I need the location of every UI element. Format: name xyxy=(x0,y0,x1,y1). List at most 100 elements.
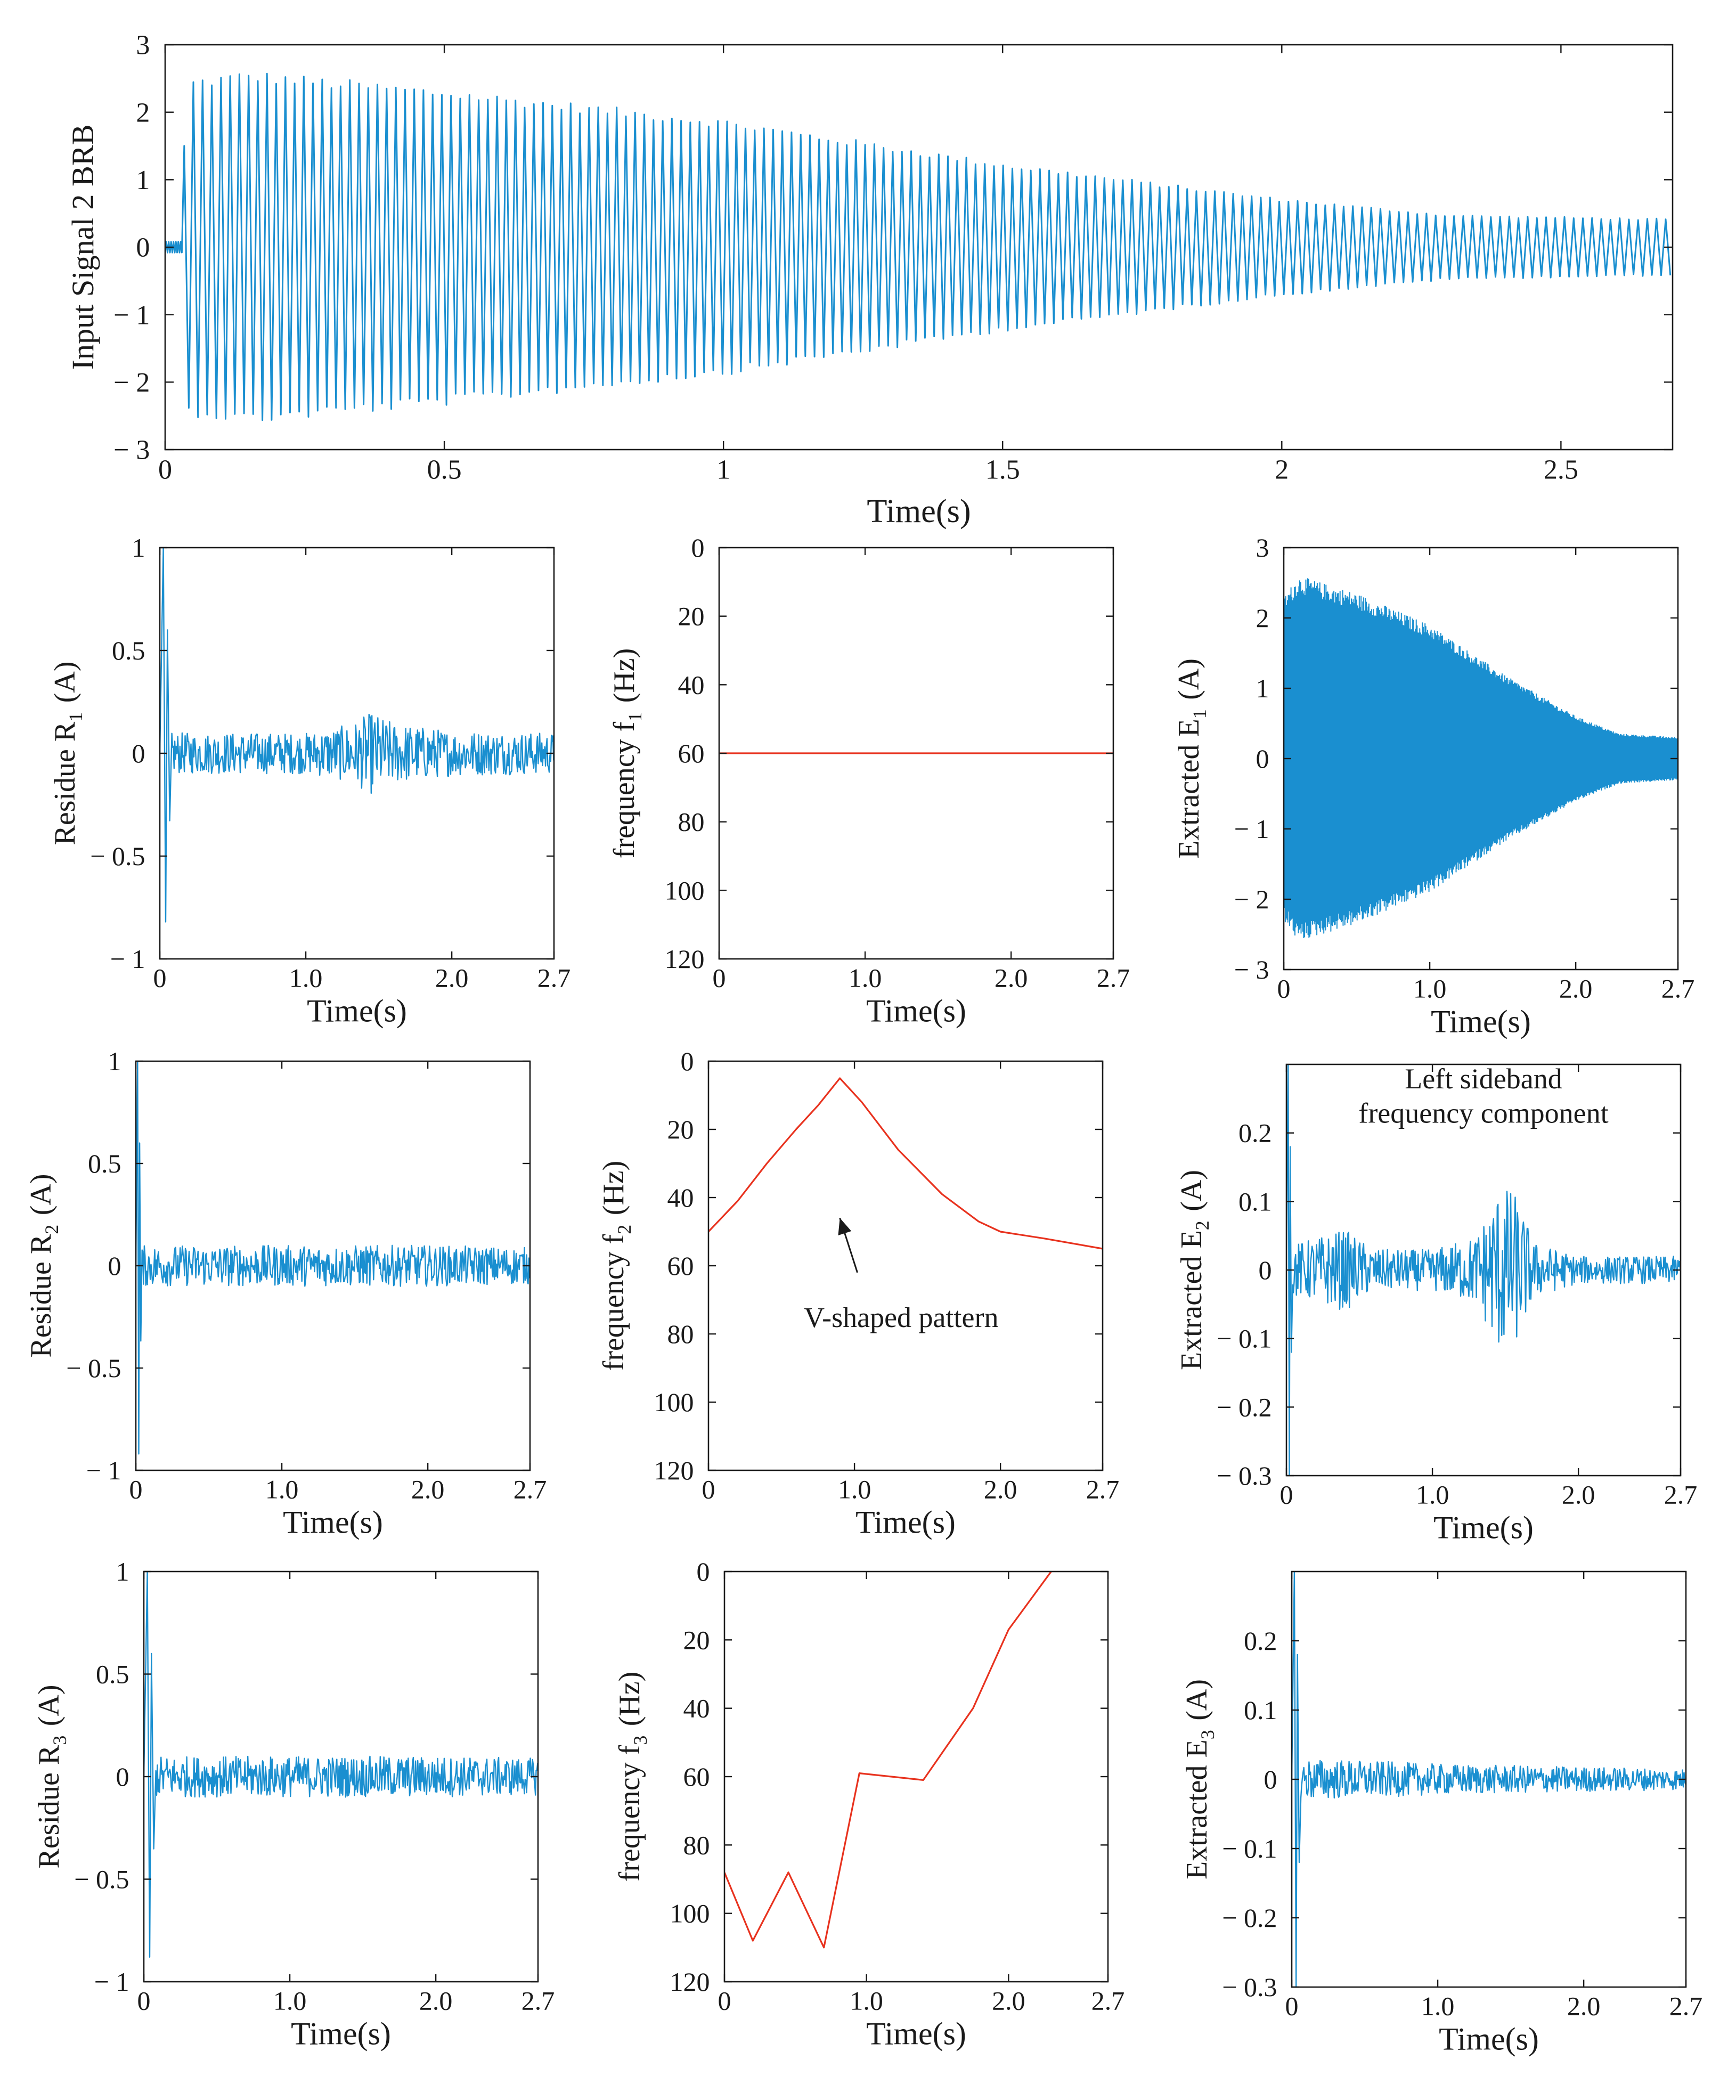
y-tick-label: 80 xyxy=(678,807,705,837)
x-tick-label: 2.7 xyxy=(1661,974,1695,1004)
y-tick-label: − 1 xyxy=(94,1967,129,1997)
y-tick-label: − 0.5 xyxy=(90,841,145,871)
y-axis-label-text: Residue R xyxy=(25,1234,58,1357)
y-tick-label: 20 xyxy=(683,1625,710,1655)
x-axis-label: Time(s) xyxy=(855,1505,956,1540)
y-tick-label: 0.1 xyxy=(1244,1695,1277,1725)
y-tick-label: − 1 xyxy=(86,1455,121,1485)
x-tick-label: 0 xyxy=(702,1475,715,1504)
x-tick-label: 1.0 xyxy=(289,963,323,993)
x-tick-label: 0 xyxy=(129,1475,143,1504)
x-tick-label: 2.7 xyxy=(537,963,571,993)
y-tick-label: 120 xyxy=(665,944,705,974)
y-tick-label: 3 xyxy=(1256,533,1269,563)
y-tick-label: 0 xyxy=(116,1762,129,1792)
y-tick-label: 20 xyxy=(678,601,705,631)
y-tick-label: 0.2 xyxy=(1238,1118,1272,1148)
y-tick-label: 0.5 xyxy=(88,1149,121,1178)
y-tick-label: − 0.2 xyxy=(1217,1392,1272,1422)
x-tick-label: 1.0 xyxy=(849,963,882,993)
y-axis-label-text: Extracted E xyxy=(1172,719,1205,859)
y-tick-label: − 1 xyxy=(1234,814,1269,844)
chart-e1: 0 1.0 2.0 2.7 3 2 1 0 − 1 − 2 − 3 Time(s) Extracted … xyxy=(1172,533,1694,1039)
x-tick-label: 1.0 xyxy=(273,1986,307,2016)
y-axis-label-unit: (Hz) xyxy=(613,1672,646,1727)
y-tick-label: 0.2 xyxy=(1244,1626,1277,1656)
y-tick-label: − 1 xyxy=(113,300,150,330)
chart-e2: 0 1.0 2.0 2.7 0.2 0.1 0 − 0.1 − 0.2 − 0.3 Time(s) E… xyxy=(1175,1063,1697,1545)
x-axis-label: Time(s) xyxy=(866,994,966,1029)
annotation-arrowhead xyxy=(838,1218,852,1235)
x-tick-label: 1.0 xyxy=(1416,1480,1449,1510)
y-axis-label-unit: (A) xyxy=(1175,1170,1208,1211)
y-tick-label: 0.5 xyxy=(96,1659,129,1689)
x-tick-label: 2.0 xyxy=(984,1475,1017,1504)
y-axis-label-text: Extracted E xyxy=(1180,1739,1213,1879)
x-tick-label: 1.0 xyxy=(1421,1991,1455,2021)
y-axis-label: Residue R2 (A) xyxy=(25,1174,62,1357)
y-tick-label: 1 xyxy=(132,533,145,563)
y-tick-label: 120 xyxy=(654,1455,694,1485)
y-axis-label-subscript: 2 xyxy=(614,1225,635,1234)
chart-r3: 0 1.0 2.0 2.7 1 0.5 0 − 0.5 − 1 Time(s) Residue R3… xyxy=(32,1557,555,2052)
y-axis-label-subscript: 3 xyxy=(1197,1730,1218,1739)
x-tick-label: 1.0 xyxy=(265,1475,299,1504)
y-axis-label: Extracted E3 (A) xyxy=(1180,1679,1218,1879)
x-axis-label: Time(s) xyxy=(1439,2022,1539,2057)
x-tick-label: 0 xyxy=(718,1986,731,2016)
series-line-e3-0 xyxy=(1292,1572,1686,1987)
y-axis-label-subscript: 1 xyxy=(1189,709,1210,719)
y-tick-label: 40 xyxy=(683,1694,710,1723)
y-tick-label: 1 xyxy=(116,1557,129,1586)
y-tick-label: 0 xyxy=(1256,744,1269,774)
x-tick-label: 0 xyxy=(1285,1991,1299,2021)
y-tick-label: 80 xyxy=(683,1830,710,1860)
x-tick-label: 2.0 xyxy=(992,1986,1025,2016)
x-tick-label: 2.5 xyxy=(1544,455,1578,485)
y-axis-label-subscript: 3 xyxy=(49,1736,70,1745)
y-axis-label-text: Extracted E xyxy=(1175,1230,1208,1370)
x-tick-label: 2.0 xyxy=(1567,1991,1601,2021)
x-tick-label: 0 xyxy=(1280,1480,1293,1510)
x-tick-label: 2.7 xyxy=(1664,1480,1698,1510)
y-axis-label-unit: (A) xyxy=(1180,1679,1213,1721)
series-line-e2-0 xyxy=(1286,1064,1681,1476)
y-tick-label: 0 xyxy=(697,1557,710,1586)
y-tick-label: 2 xyxy=(136,97,150,128)
y-tick-label: 40 xyxy=(678,670,705,699)
plot-frame xyxy=(707,1060,1104,1471)
y-tick-label: − 3 xyxy=(1234,955,1269,984)
chart-top: 0 0.5 1 1.5 2 2.5 3 2 1 0 − 1 − 2 − 3 Time(s) Input Si… xyxy=(66,30,1674,530)
x-tick-label: 2.0 xyxy=(435,963,469,993)
y-tick-label: 120 xyxy=(670,1967,710,1997)
x-tick-label: 2 xyxy=(1275,455,1289,485)
x-tick-label: 0 xyxy=(158,455,172,485)
x-tick-label: 2.0 xyxy=(419,1986,453,2016)
x-axis-label: Time(s) xyxy=(1433,1510,1534,1545)
y-axis-label: Extracted E1 (A) xyxy=(1172,658,1210,859)
y-tick-label: 100 xyxy=(670,1899,710,1928)
y-axis-label: frequency f2 (Hz) xyxy=(597,1161,635,1371)
y-axis-label-subscript: 2 xyxy=(1192,1220,1213,1230)
series-line-f3-0 xyxy=(724,1572,1052,1949)
y-tick-label: 0 xyxy=(1259,1255,1272,1285)
y-tick-label: 0.5 xyxy=(112,636,145,665)
x-tick-label: 2.0 xyxy=(1562,1480,1595,1510)
y-axis-label-unit: (A) xyxy=(25,1174,58,1215)
x-tick-label: 2.7 xyxy=(1669,1991,1703,2021)
series-line-r3-0 xyxy=(144,1572,538,1958)
y-tick-label: 1 xyxy=(108,1046,121,1076)
y-tick-label: 0 xyxy=(136,233,150,263)
y-axis-label-subscript: 1 xyxy=(65,712,86,722)
x-tick-label: 2.7 xyxy=(1086,1475,1120,1504)
y-tick-label: − 0.2 xyxy=(1222,1903,1277,1933)
y-tick-label: 1 xyxy=(136,165,150,196)
y-axis-label: frequency f1 (Hz) xyxy=(608,648,646,859)
y-axis-label: Extracted E2 (A) xyxy=(1175,1170,1213,1370)
y-axis-label-text: frequency f xyxy=(597,1234,630,1371)
y-axis-label-subscript: 2 xyxy=(41,1225,62,1234)
y-tick-label: 0 xyxy=(1264,1764,1277,1794)
y-tick-label: 1 xyxy=(1256,673,1269,703)
